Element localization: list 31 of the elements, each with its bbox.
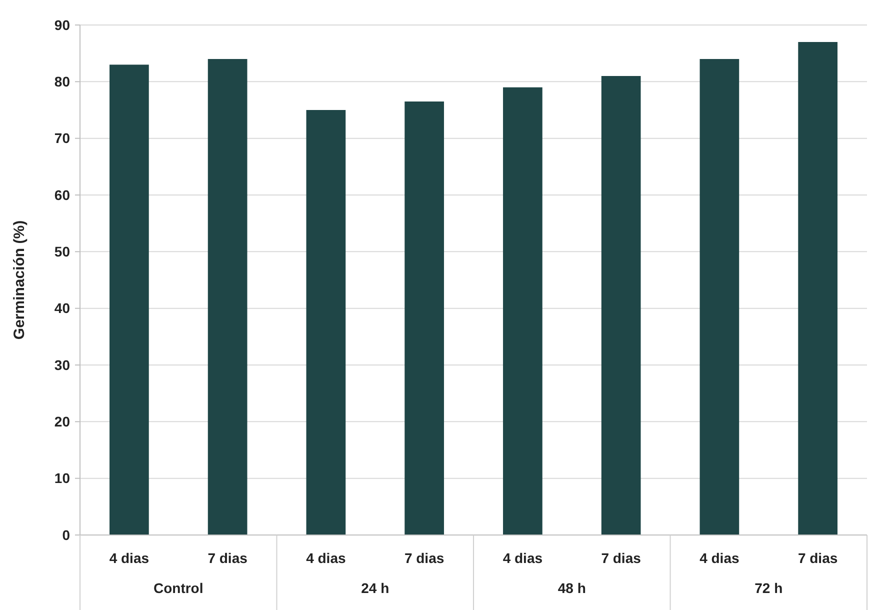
x-tick-label: 7 dias: [798, 550, 838, 566]
bar: [404, 102, 444, 535]
x-tick-label: 4 dias: [502, 550, 543, 566]
y-tick-label: 30: [54, 356, 70, 373]
y-tick-label: 40: [54, 300, 70, 316]
y-tick-label: 50: [54, 244, 70, 260]
bar: [208, 59, 248, 535]
y-tick-label: 80: [54, 74, 70, 90]
x-tick-label: 7 dias: [208, 550, 248, 566]
x-tick-label: 4 dias: [109, 550, 150, 566]
y-tick-label: 60: [54, 186, 70, 203]
text: Control: [153, 580, 204, 596]
x-tick-label: 7 dias: [404, 550, 444, 566]
bar: [503, 87, 542, 535]
bar: [798, 42, 838, 535]
y-tick-label: 20: [54, 414, 70, 430]
x-tick-label: 4 dias: [700, 550, 740, 566]
bar: [110, 64, 149, 535]
y-tick-label: 90: [54, 16, 70, 33]
y-axis-title: Germinación (%): [11, 220, 28, 340]
text: 72 h: [754, 580, 783, 596]
x-tick-label: 4 dias: [306, 550, 346, 566]
text: 24 h: [361, 580, 390, 596]
bar: [306, 110, 346, 535]
y-tick-label: 0: [62, 526, 70, 543]
y-tick-label: 70: [54, 130, 70, 146]
bar: [700, 59, 740, 535]
bar: [601, 76, 641, 535]
text: 48 h: [558, 580, 586, 596]
x-tick-label: 7 dias: [601, 550, 642, 566]
y-tick-label: 10: [54, 470, 70, 486]
